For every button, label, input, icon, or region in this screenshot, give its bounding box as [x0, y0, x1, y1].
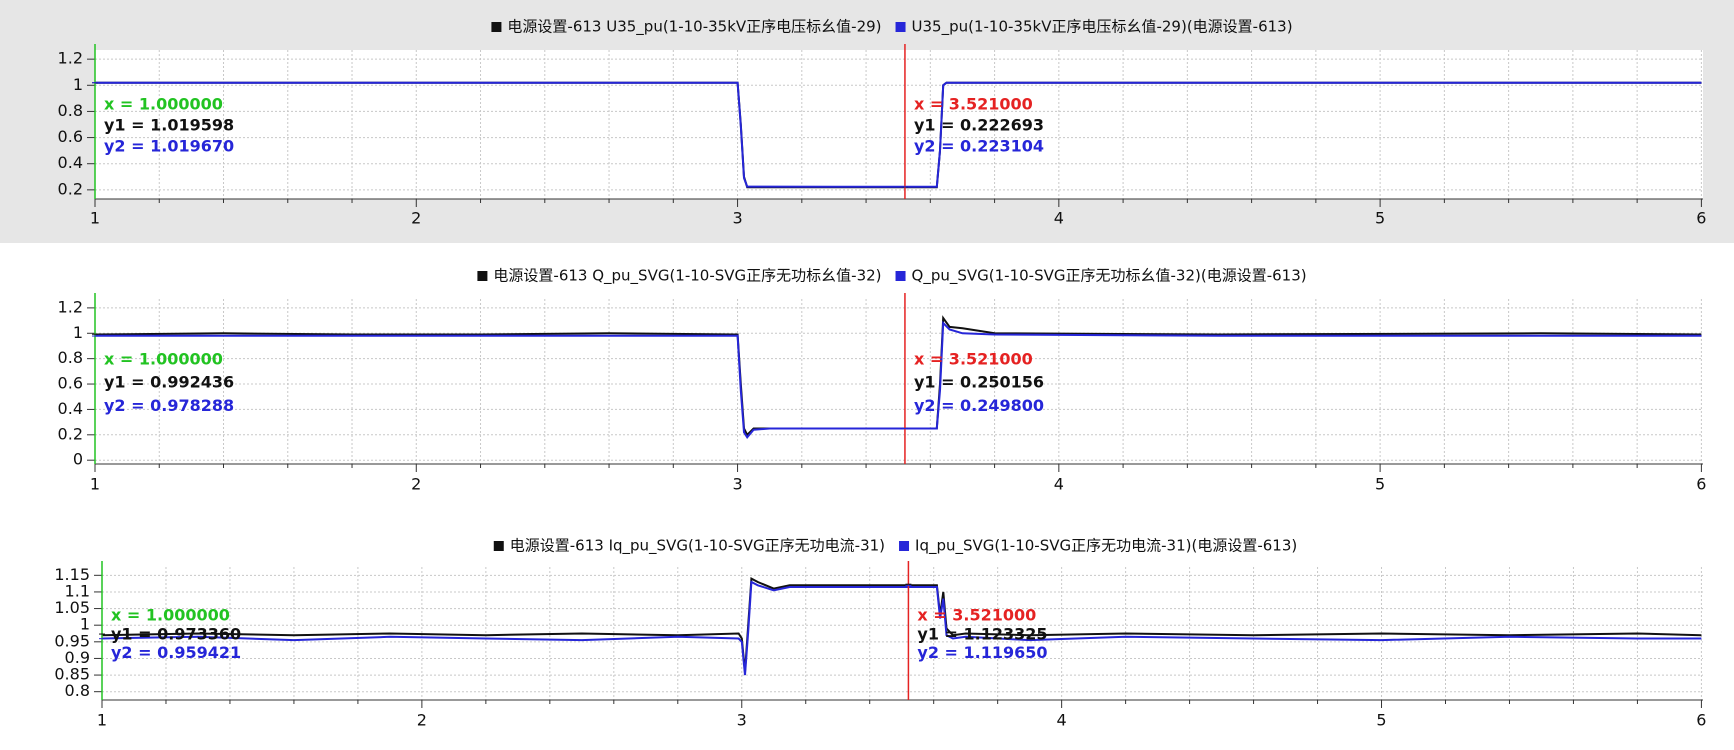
cursor-y1-label: y1 = 1.019598	[104, 115, 234, 134]
y-tick-label: 0.6	[58, 374, 83, 393]
cursor-x-label: x = 1.000000	[104, 350, 223, 369]
plot-area	[95, 50, 1703, 199]
x-tick-label: 1	[90, 475, 100, 494]
y-tick-label: 1	[73, 323, 83, 342]
legend-swatch	[477, 271, 488, 281]
x-tick-label: 6	[1696, 209, 1706, 228]
legend-swatch	[493, 541, 504, 551]
cursor-x-label: x = 1.000000	[111, 606, 230, 625]
y-tick-label: 1.15	[54, 565, 90, 584]
x-tick-label: 5	[1375, 209, 1385, 228]
cursor-y2-label: y2 = 0.223104	[914, 136, 1044, 155]
y-tick-label: 0.4	[58, 153, 83, 172]
cursor-y1-label: y1 = 0.250156	[914, 373, 1044, 392]
y-tick-label: 1.1	[65, 581, 90, 600]
cursor-y2-label: y2 = 0.249800	[914, 396, 1044, 415]
cursor-y2-label: y2 = 1.019670	[104, 136, 234, 155]
y-tick-label: 0.2	[58, 424, 83, 443]
legend-swatch	[899, 541, 910, 551]
y-tick-label: 0.85	[54, 665, 90, 684]
cursor-y2-label: y2 = 0.978288	[104, 396, 234, 415]
x-tick-label: 2	[411, 475, 421, 494]
y-tick-label: 0.6	[58, 127, 83, 146]
series-line	[95, 81, 1702, 188]
x-tick-label: 6	[1696, 475, 1706, 494]
legend-label: 电源设置-613 Q_pu_SVG(1-10-SVG正序无功标幺值-32)	[493, 267, 881, 286]
y-tick-label: 0.8	[58, 101, 83, 120]
x-tick-label: 1	[90, 209, 100, 228]
series-line	[95, 320, 1702, 439]
y-tick-label: 1	[80, 615, 90, 634]
legend-label: 电源设置-613 Iq_pu_SVG(1-10-SVG正序无功电流-31)	[510, 537, 885, 556]
y-tick-label: 0.4	[58, 399, 83, 418]
y-tick-label: 1	[73, 75, 83, 94]
cursor-x-label: x = 3.521000	[914, 95, 1033, 114]
y-tick-label: 0.8	[58, 348, 83, 367]
legend-label: 电源设置-613 U35_pu(1-10-35kV正序电压标幺值-29)	[507, 18, 881, 37]
legend-swatch	[491, 22, 502, 32]
x-tick-label: 3	[737, 711, 747, 730]
legend-swatch	[895, 22, 906, 32]
x-tick-label: 1	[97, 711, 107, 730]
series-line	[101, 576, 1702, 672]
legend: 电源设置-613 U35_pu(1-10-35kV正序电压标幺值-29) U35_…	[491, 18, 1293, 37]
y-tick-label: 1.05	[54, 598, 90, 617]
x-tick-label: 4	[1054, 209, 1064, 228]
y-tick-label: 0.8	[65, 681, 90, 700]
y-tick-label: 0.95	[54, 631, 90, 650]
cursor-x-label: x = 3.521000	[914, 350, 1033, 369]
series-line	[94, 315, 1702, 437]
plot-area	[95, 299, 1703, 464]
cursor-y2-label: y2 = 1.119650	[917, 643, 1047, 662]
x-tick-label: 2	[417, 711, 427, 730]
x-tick-label: 3	[732, 209, 742, 228]
cursor-y2-label: y2 = 0.959421	[111, 643, 241, 662]
x-tick-label: 5	[1376, 711, 1386, 730]
x-tick-label: 6	[1696, 711, 1706, 730]
y-tick-label: 1.2	[58, 49, 83, 68]
x-tick-label: 4	[1057, 711, 1067, 730]
cursor-y1-label: y1 = 0.222693	[914, 115, 1044, 134]
legend: 电源设置-613 Q_pu_SVG(1-10-SVG正序无功标幺值-32) Q_p…	[477, 267, 1307, 286]
x-tick-label: 5	[1375, 475, 1385, 494]
cursor-y1-label: y1 = 0.992436	[104, 373, 234, 392]
y-tick-label: 1.2	[58, 297, 83, 316]
y-tick-label: 0	[73, 450, 83, 469]
legend-label: Iq_pu_SVG(1-10-SVG正序无功电流-31)(电源设置-613)	[915, 537, 1297, 556]
legend: 电源设置-613 Iq_pu_SVG(1-10-SVG正序无功电流-31) Iq_…	[493, 537, 1297, 556]
legend-label: Q_pu_SVG(1-10-SVG正序无功标幺值-32)(电源设置-613)	[912, 267, 1307, 286]
x-tick-label: 3	[732, 475, 742, 494]
y-tick-label: 0.9	[65, 648, 90, 667]
legend-label: U35_pu(1-10-35kV正序电压标幺值-29)(电源设置-613)	[912, 18, 1293, 37]
legend-swatch	[895, 271, 906, 281]
y-tick-label: 0.2	[58, 179, 83, 198]
series-line	[101, 580, 1702, 676]
x-tick-label: 4	[1054, 475, 1064, 494]
x-tick-label: 2	[411, 209, 421, 228]
cursor-y1-label: y1 = 0.973360	[111, 624, 241, 643]
cursor-x-label: x = 1.000000	[104, 95, 223, 114]
cursor-y1-label: y1 = 1.123325	[917, 624, 1047, 643]
cursor-x-label: x = 3.521000	[917, 606, 1036, 625]
